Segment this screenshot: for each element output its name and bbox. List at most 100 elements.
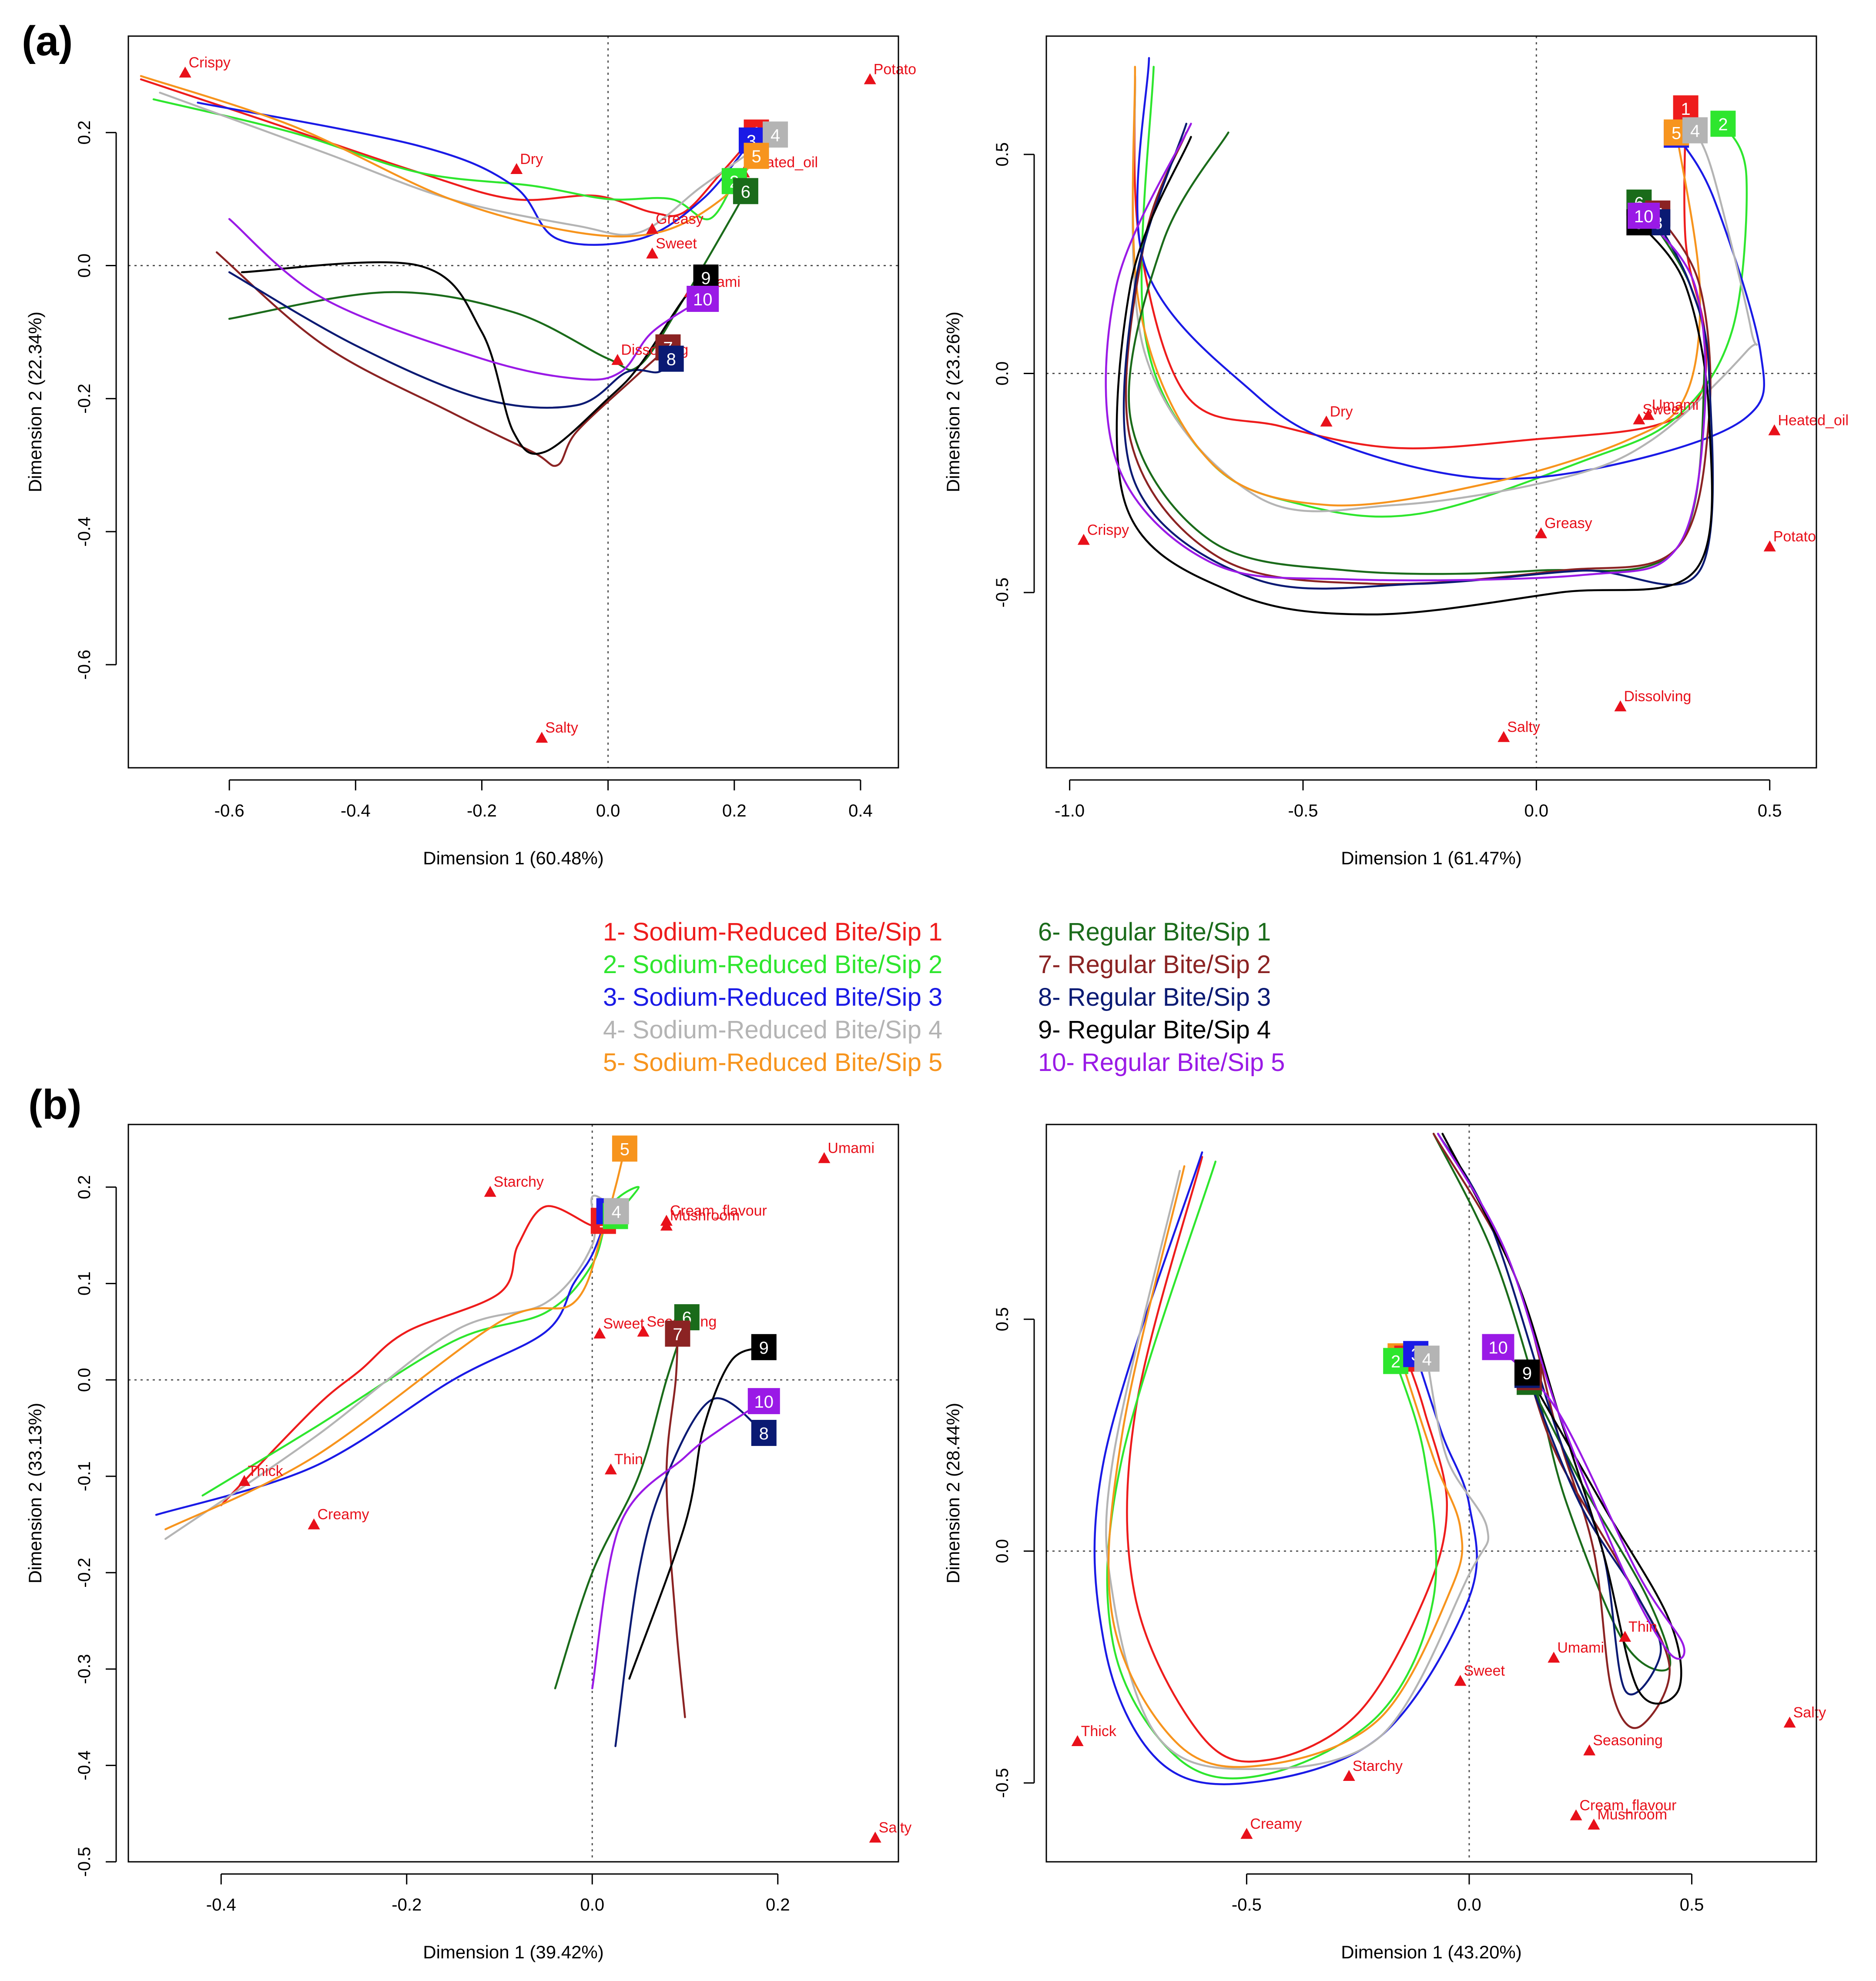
trajectory-line-2 (1106, 1161, 1437, 1780)
attribute-marker (1633, 413, 1645, 425)
attribute-marker (510, 163, 523, 174)
trajectory-line-9 (628, 1346, 765, 1680)
attribute-label: Sweet (603, 1315, 644, 1332)
trajectory-line-1 (220, 1205, 605, 1506)
trajectory-line-2 (1140, 66, 1748, 518)
trajectory-line-1 (1133, 74, 1707, 449)
x-tick-label: -0.5 (1232, 1895, 1262, 1914)
product-box-5 (744, 143, 769, 169)
product-label-5: 5 (1672, 124, 1681, 143)
trajectory-line-4 (159, 91, 777, 236)
y-axis-title: Dimension 2 (23.26%) (943, 311, 963, 492)
legend-item-1: 1- Sodium-Reduced Bite/Sip 1 (603, 918, 943, 946)
panel-label-b: (b) (28, 1081, 82, 1128)
product-box-1 (1673, 95, 1698, 122)
x-axis: -0.5 0.0 0.5 Dimension 1 (43.20%) (1232, 1873, 1704, 1962)
product-label-2: 2 (1718, 115, 1728, 134)
trajectory-line-4 (1132, 74, 1758, 512)
product-box-10 (747, 1388, 780, 1414)
attribute-label: Thick (1081, 1723, 1117, 1740)
trajectory-line-9 (1116, 136, 1713, 616)
product-box-4 (1414, 1345, 1440, 1372)
x-tick-label: 0.0 (580, 1895, 604, 1914)
attribute-label: Seasoning (1593, 1732, 1663, 1749)
x-tick-label: -0.4 (341, 801, 371, 820)
attribute-label: Crispy (1087, 522, 1129, 538)
x-tick-label: 0.2 (722, 801, 747, 820)
y-tick-label: 0.2 (75, 120, 94, 145)
attribute-label: Thick (248, 1463, 284, 1479)
y-tick-label: 0.5 (993, 1307, 1012, 1332)
attribute-label: Salty (1507, 719, 1540, 735)
trajectory-line-10 (591, 1400, 765, 1690)
trajectory-group (155, 1148, 765, 1747)
trajectory-line-5 (1107, 1165, 1464, 1768)
attribute-marker (869, 1831, 881, 1843)
trajectory-group (1105, 57, 1765, 616)
x-axis: -0.6 -0.4 -0.2 0.0 0.2 0.4 Dimension 1 (60.48%… (214, 779, 873, 868)
legend-item-6: 6- Regular Bite/Sip 1 (1038, 918, 1271, 946)
x-tick-label: -1.0 (1055, 801, 1085, 820)
product-label-10: 10 (1488, 1339, 1508, 1358)
product-label-4: 4 (612, 1202, 621, 1221)
trajectory-line-8 (614, 1397, 765, 1747)
attribute-marker (604, 1463, 617, 1475)
attribute-label: Cream_flavour (1580, 1797, 1677, 1814)
y-tick-label: 0.0 (993, 361, 1012, 386)
y-tick-label: -0.6 (75, 650, 94, 680)
y-tick-label: -0.2 (75, 1558, 94, 1588)
trajectory-line-9 (1441, 1133, 1682, 1705)
attribute-label: Starchy (1353, 1758, 1403, 1774)
product-label-9: 9 (701, 269, 710, 288)
legend-item-8: 8- Regular Bite/Sip 3 (1038, 983, 1271, 1011)
trajectory-line-2 (201, 1186, 640, 1497)
chart-a-left: CrispyPotatoDryHeated_oilGreasySweetUmam… (25, 35, 916, 868)
attribute-marker (660, 1219, 673, 1231)
legend-item-5: 5- Sodium-Reduced Bite/Sip 5 (603, 1048, 943, 1077)
y-axis-title: Dimension 2 (28.44%) (943, 1403, 963, 1584)
plot-frame (1045, 1124, 1817, 1863)
attribute-marker (1783, 1717, 1796, 1728)
y-axis: -0.5 -0.4 -0.3 -0.2 -0.1 0.0 0.1 0.2 Dimension 2… (25, 1175, 117, 1877)
product-label-8: 8 (667, 350, 676, 369)
x-axis: -1.0 -0.5 0.0 0.5 Dimension 1 (61.47%) (1055, 779, 1782, 868)
x-tick-label: 0.5 (1680, 1895, 1704, 1914)
product-label-7: 7 (673, 1325, 682, 1344)
product-box-10 (1482, 1334, 1514, 1360)
attribute-marker (179, 67, 191, 78)
trajectory-line-1 (1126, 1156, 1448, 1763)
attribute-marker (1497, 731, 1510, 742)
attribute-label: Salty (879, 1820, 912, 1836)
attribute-marker (1570, 1809, 1582, 1820)
trajectory-line-5 (1132, 66, 1701, 507)
trajectory-line-3 (155, 1210, 610, 1516)
y-tick-label: -0.4 (75, 1750, 94, 1780)
y-tick-label: -0.5 (993, 578, 1012, 608)
trajectory-line-10 (228, 218, 704, 381)
trajectory-line-4 (1105, 1170, 1490, 1770)
product-label-4: 4 (1690, 122, 1700, 141)
attribute-marker (818, 1152, 831, 1163)
attribute-marker (1071, 1735, 1084, 1747)
trajectory-line-10 (1105, 123, 1707, 582)
attribute-marker (1583, 1744, 1596, 1756)
x-tick-label: -0.2 (392, 1895, 422, 1914)
trajectory-line-3 (1136, 57, 1765, 480)
y-tick-label: 0.0 (75, 1368, 94, 1392)
attribute-marker (1343, 1770, 1355, 1781)
trajectory-line-10 (1437, 1133, 1685, 1660)
trajectory-line-9 (241, 261, 707, 455)
x-tick-label: -0.2 (467, 801, 497, 820)
y-tick-label: 0.5 (993, 142, 1012, 167)
attribute-marker (611, 354, 624, 365)
product-label-5: 5 (620, 1140, 630, 1159)
attribute-label: Creamy (1250, 1816, 1302, 1832)
x-axis-title: Dimension 1 (60.48%) (423, 848, 604, 868)
product-box-8 (658, 345, 684, 372)
trajectory-line-7 (215, 251, 669, 467)
attribute-label: Cream_flavour (670, 1203, 767, 1219)
product-label-1: 1 (1681, 100, 1691, 119)
y-tick-label: -0.3 (75, 1654, 94, 1684)
product-box-6 (733, 178, 758, 204)
